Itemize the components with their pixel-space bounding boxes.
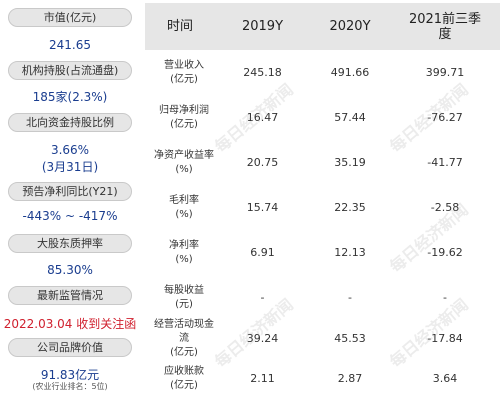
row-value: 245.18 xyxy=(243,66,282,79)
row-value: 12.13 xyxy=(334,246,366,259)
market-cap-value: 241.65 xyxy=(49,38,91,52)
table-header: 时间 2019Y 2020Y 2021前三季度 xyxy=(145,3,500,50)
row-value: -17.84 xyxy=(427,332,463,345)
institution-holding-label: 机构持股(占流通盘) xyxy=(8,61,132,80)
pledge-ratio-value: 85.30% xyxy=(47,263,93,277)
regulation-label: 最新监管情况 xyxy=(8,286,132,305)
profit-forecast-label: 预告净利同比(Y21) xyxy=(8,182,132,201)
table-row: 净资产收益率 (%) 20.75 35.19 -41.77 xyxy=(145,142,500,184)
row-value: 16.47 xyxy=(246,111,279,124)
brand-value-label: 公司品牌价值 xyxy=(8,338,132,357)
row-value: - xyxy=(260,291,265,304)
table-row: 归母净利润 (亿元) 16.47 57.44 -76.27 xyxy=(145,97,500,139)
brand-value: 91.83亿元 xyxy=(40,368,100,382)
row-value: - xyxy=(348,291,352,304)
header-2021q3: 2021前三季度 xyxy=(408,11,482,42)
brand-rank-note: (农业行业排名：5位) xyxy=(32,382,108,391)
row-value: -41.77 xyxy=(427,156,463,169)
row-value: 3.64 xyxy=(432,372,458,385)
table-row: 净利率 (%) 6.91 12.13 -19.62 xyxy=(145,232,500,274)
pledge-ratio-label: 大股东质押率 xyxy=(8,234,132,253)
institution-holding-value: 185家(2.3%) xyxy=(32,90,108,104)
row-value: 399.71 xyxy=(425,66,465,79)
northbound-label: 北向资金持股比例 xyxy=(8,113,132,132)
header-2020: 2020Y xyxy=(329,19,371,34)
row-value: 491.66 xyxy=(330,66,370,79)
northbound-value: 3.66% xyxy=(50,143,90,157)
row-label: 应收账款 (亿元) xyxy=(164,366,204,391)
table-row: 营业收入 (亿元) 245.18 491.66 399.71 xyxy=(145,52,500,94)
row-value: 2.87 xyxy=(337,372,363,385)
table-row: 每股收益 (元) - - - xyxy=(145,277,500,319)
row-value: 22.35 xyxy=(334,201,366,214)
row-label: 净利率 (%) xyxy=(169,240,199,265)
row-value: 2.11 xyxy=(250,372,275,385)
row-value: 15.74 xyxy=(246,201,279,214)
row-label: 净资产收益率 (%) xyxy=(154,150,214,175)
market-cap-label: 市值(亿元) xyxy=(8,8,132,27)
row-label: 每股收益 (元) xyxy=(164,285,204,310)
table-row: 毛利率 (%) 15.74 22.35 -2.58 xyxy=(145,187,500,229)
northbound-date: (3月31日) xyxy=(41,160,99,174)
row-label: 经营活动现金流 (亿元) xyxy=(154,319,214,358)
left-panel: 市值(亿元) 241.65 机构持股(占流通盘) 185家(2.3%) 北向资金… xyxy=(0,0,140,402)
row-value: 6.91 xyxy=(250,246,275,259)
row-value: 45.53 xyxy=(334,332,366,345)
row-label: 归母净利润 (亿元) xyxy=(159,105,209,130)
row-value: -19.62 xyxy=(427,246,463,259)
table-row: 经营活动现金流 (亿元) 39.24 45.53 -17.84 xyxy=(145,318,500,360)
profit-forecast-value: -443% ~ -417% xyxy=(22,209,118,223)
financial-table: 时间 2019Y 2020Y 2021前三季度 营业收入 (亿元) 245.18 49… xyxy=(145,0,500,402)
row-value: - xyxy=(443,291,447,304)
regulation-value: 2022.03.04 收到关注函 xyxy=(3,317,137,331)
row-value: 20.75 xyxy=(246,156,279,169)
row-value: -76.27 xyxy=(427,111,463,124)
row-value: -2.58 xyxy=(430,201,460,214)
row-value: 35.19 xyxy=(334,156,366,169)
row-label: 毛利率 (%) xyxy=(169,195,199,220)
table-row: 应收账款 (亿元) 2.11 2.87 3.64 xyxy=(145,358,500,400)
row-value: 39.24 xyxy=(246,332,279,345)
row-label: 营业收入 (亿元) xyxy=(164,60,204,85)
header-time: 时间 xyxy=(166,19,193,34)
row-value: 57.44 xyxy=(334,111,366,124)
header-2019: 2019Y xyxy=(241,19,284,34)
